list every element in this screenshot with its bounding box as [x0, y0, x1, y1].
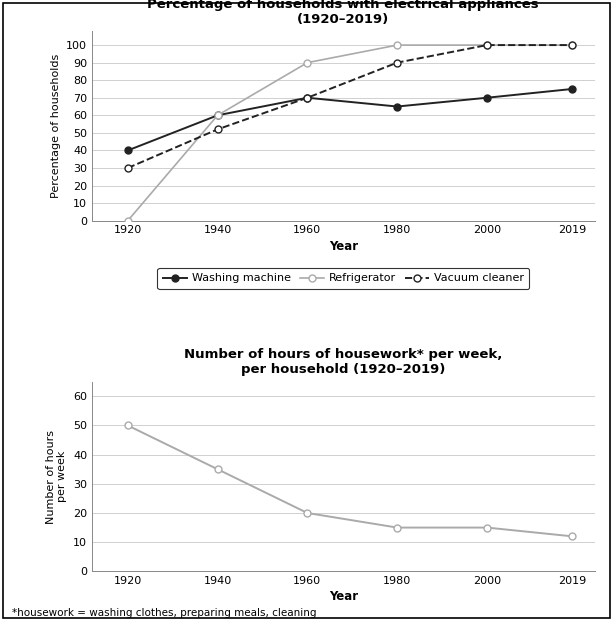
Title: Number of hours of housework* per week,
per household (1920–2019): Number of hours of housework* per week, …: [184, 348, 503, 376]
Y-axis label: Percentage of households: Percentage of households: [50, 53, 61, 198]
Text: *housework = washing clothes, preparing meals, cleaning: *housework = washing clothes, preparing …: [12, 608, 317, 618]
Title: Percentage of households with electrical appliances
(1920–2019): Percentage of households with electrical…: [148, 0, 539, 25]
X-axis label: Year: Year: [329, 240, 358, 253]
X-axis label: Year: Year: [329, 591, 358, 604]
Y-axis label: Number of hours
per week: Number of hours per week: [46, 430, 67, 524]
Legend: Washing machine, Refrigerator, Vacuum cleaner: Washing machine, Refrigerator, Vacuum cl…: [158, 268, 529, 289]
